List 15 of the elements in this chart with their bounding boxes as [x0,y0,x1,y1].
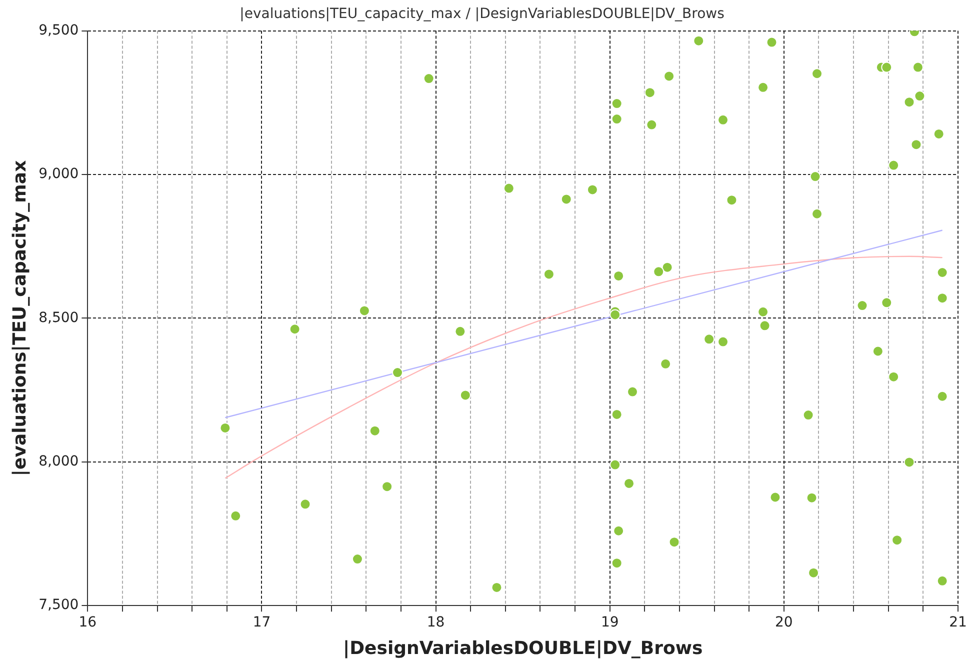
y-tick-label: 8,500 [38,310,79,326]
x-tick-label: 18 [426,614,445,631]
x-tick-label: 21 [949,614,967,631]
x-tick-label: 16 [78,614,97,631]
x-tick-label: 17 [252,614,271,631]
chart-title: |evaluations|TEU_capacity_max / |DesignVariablesDOUBLE|DV_Brows [240,6,724,22]
y-tick-label: 7,500 [38,597,79,614]
x-tick-label: 20 [775,614,793,631]
x-axis-title: |DesignVariablesDOUBLE|DV_Brows [343,638,703,659]
y-axis-title: |evaluations|TEU_capacity_max [9,160,30,476]
x-tick-label: 19 [600,614,619,631]
line-series [224,256,943,479]
y-tick-label: 8,000 [38,454,79,470]
y-tick-label: 9,000 [38,166,79,182]
y-tick-label: 9,500 [38,22,79,38]
